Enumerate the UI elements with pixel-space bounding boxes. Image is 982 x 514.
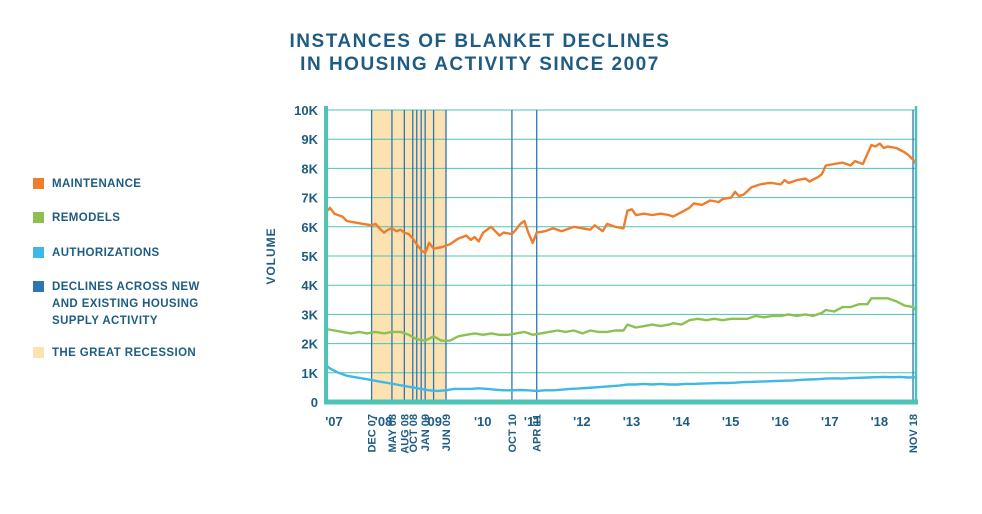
x-tick-label: '14 — [672, 414, 690, 429]
decline-marker-label: OCT 10 — [507, 414, 519, 453]
grid-layer — [326, 109, 916, 374]
x-tick-label: '11 — [524, 414, 541, 429]
decline-marker-layer — [370, 110, 914, 402]
legend-item-authorizations: AUTHORIZATIONS — [33, 245, 160, 262]
y-tick-label: 8K — [301, 161, 318, 176]
y-tick-label: 6K — [301, 220, 318, 235]
decline-marker-label: NOV 18 — [908, 414, 920, 453]
legend-label-remodels: REMODELS — [52, 212, 121, 224]
y-tick-label: 4K — [301, 278, 318, 293]
chart-title: INSTANCES OF BLANKET DECLINES IN HOUSING… — [150, 30, 810, 76]
legend-item-recession: THE GREAT RECESSION — [33, 345, 196, 362]
axis-layer — [324, 106, 918, 405]
legend-swatch-maintenance — [33, 178, 44, 189]
legend-label-maintenance: MAINTENANCE — [52, 178, 142, 190]
label-layer: 0 1K 2K 3K 4K 5K 6K 7K 8K 9K 10K DEC 07 MAY 08 AUG 08… — [264, 103, 920, 454]
legend-swatch-remodels — [33, 212, 44, 223]
legend-label-authorizations: AUTHORIZATIONS — [52, 247, 160, 259]
decline-marker-label: APR 11 — [532, 414, 544, 452]
x-tick-label: '09 — [424, 414, 442, 429]
y-tick-label: 0 — [311, 395, 318, 410]
x-tick-label: '16 — [771, 414, 789, 429]
x-tick-label: '15 — [722, 414, 740, 429]
y-tick-label: 1K — [301, 366, 318, 381]
legend-swatch-recession — [33, 347, 44, 358]
y-axis-title: VOLUME — [264, 227, 278, 284]
x-tick-label: '07 — [325, 414, 343, 429]
chart-title-line-1: INSTANCES OF BLANKET DECLINES — [289, 31, 671, 52]
decline-marker-label: OCT 08 — [408, 414, 420, 453]
series-line-maintenance — [325, 142, 917, 255]
x-tick-label: '18 — [871, 414, 889, 429]
legend-swatch-authorizations — [33, 247, 44, 258]
x-tick-label: '17 — [821, 414, 839, 429]
legend-item-remodels: REMODELS — [33, 210, 120, 227]
legend-label-recession: THE GREAT RECESSION — [52, 347, 197, 359]
series-layer — [325, 142, 917, 393]
y-tick-label: 2K — [301, 337, 318, 352]
x-tick-label: '10 — [474, 414, 492, 429]
decline-marker-label: MAY 08 — [387, 414, 399, 453]
y-tick-label: 10K — [294, 103, 318, 118]
decline-marker-label: JUN 09 — [441, 414, 453, 451]
series-line-authorizations — [325, 364, 917, 393]
legend-item-declines: DECLINES ACROSS NEW AND EXISTING HOUSING… — [33, 279, 200, 330]
x-tick-label: '08 — [375, 414, 393, 429]
decline-marker-label: JAN 09 — [420, 414, 432, 451]
y-tick-label: 7K — [301, 191, 318, 206]
y-tick-label: 3K — [301, 307, 318, 322]
legend-swatch-declines — [33, 281, 44, 292]
decline-marker-label: DEC 07 — [367, 414, 379, 453]
x-tick-label: '12 — [573, 414, 591, 429]
series-line-remodels — [325, 297, 917, 342]
y-tick-label: 9K — [301, 132, 318, 147]
x-tick-label: '13 — [623, 414, 641, 429]
decline-marker-label: AUG 08 — [399, 414, 411, 454]
legend-item-maintenance: MAINTENANCE — [33, 176, 141, 193]
chart-title-line-2: IN HOUSING ACTIVITY SINCE 2007 — [300, 54, 660, 75]
y-tick-label: 5K — [301, 249, 318, 264]
legend-label-declines: DECLINES ACROSS NEW AND EXISTING HOUSING… — [52, 281, 200, 327]
